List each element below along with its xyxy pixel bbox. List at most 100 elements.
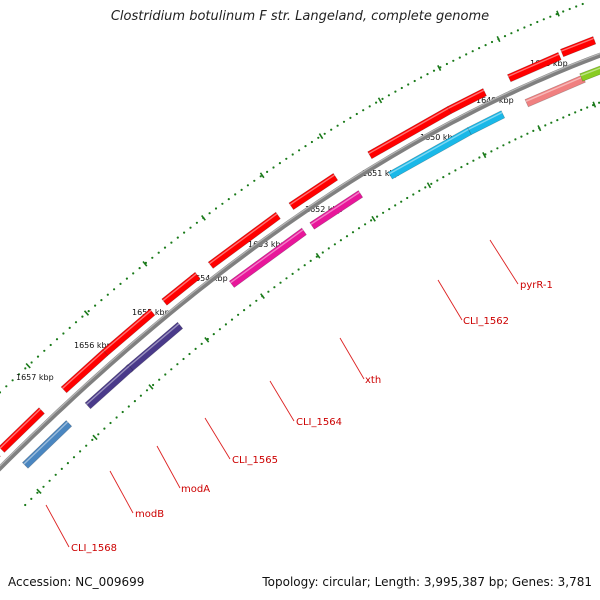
- outer-ruler-dot: [259, 175, 262, 178]
- outer-ruler-dot: [445, 62, 448, 66]
- inner-ruler-dot: [279, 281, 282, 284]
- outer-ruler-dot: [5, 385, 8, 388]
- gene-arrow: [367, 106, 452, 160]
- inner-ruler-dot: [97, 433, 100, 436]
- inner-ruler-dot: [502, 144, 505, 147]
- outer-ruler-tick: [259, 172, 265, 179]
- inner-ruler-dot: [291, 272, 294, 275]
- gene-label-CLI_1568[interactable]: CLI_1568: [71, 543, 117, 554]
- outer-ruler-dot: [471, 50, 474, 53]
- outer-ruler-dot: [452, 59, 455, 62]
- outer-ruler-tick: [377, 97, 383, 104]
- inner-ruler-dot: [127, 405, 130, 408]
- gene-label-modA[interactable]: modA: [181, 484, 210, 495]
- outer-ruler-dot: [106, 293, 109, 296]
- gene-label-pyrR-1[interactable]: pyrR-1: [520, 280, 553, 291]
- inner-ruler-dot: [327, 247, 330, 250]
- inner-ruler-dot: [466, 162, 469, 165]
- genome-backbone: [0, 52, 600, 472]
- inner-ruler-dot: [370, 219, 373, 222]
- inner-ruler-dot: [237, 313, 240, 316]
- outer-ruler-dot: [536, 20, 539, 24]
- inner-ruler-dot: [550, 121, 553, 124]
- feature-bar: [309, 190, 364, 230]
- inner-ruler-dot: [514, 138, 517, 141]
- gene-label-CLI_1565[interactable]: CLI_1565: [232, 455, 278, 466]
- inner-ruler-tick: [315, 252, 321, 259]
- inner-ruler-dot: [315, 255, 318, 258]
- outer-ruler-dot: [465, 53, 468, 56]
- outer-ruler-tick: [437, 64, 442, 72]
- inner-ruler-dot: [436, 179, 439, 182]
- inner-ruler-dot: [345, 235, 349, 238]
- inner-ruler-dot: [339, 239, 342, 242]
- inner-ruler-dot: [478, 156, 481, 159]
- leader-line: [45, 504, 70, 548]
- gene-label-modB[interactable]: modB: [135, 509, 164, 520]
- gene-arrow: [161, 271, 201, 306]
- outer-ruler-dot: [43, 349, 46, 352]
- inner-ruler-dot: [285, 277, 288, 280]
- gene-label-xth[interactable]: xth: [365, 375, 381, 386]
- outer-ruler: [0, 2, 584, 394]
- inner-ruler-dot: [36, 491, 39, 494]
- gene-arrow-highlight: [368, 107, 449, 155]
- outer-ruler-dot: [163, 246, 167, 249]
- inner-ruler-dot: [194, 347, 197, 350]
- inner-ruler: [24, 101, 600, 507]
- feature-bar: [524, 74, 586, 108]
- inner-ruler-dot: [388, 208, 391, 211]
- outer-ruler-dot: [478, 47, 481, 50]
- inner-ruler-dot: [568, 113, 571, 116]
- gene-arrow-highlight: [289, 174, 335, 206]
- inner-ruler-dot: [297, 268, 300, 271]
- gene-label-CLI_1562[interactable]: CLI_1562: [463, 316, 509, 327]
- outer-ruler-dot: [94, 304, 97, 307]
- outer-ruler-dot: [304, 145, 307, 148]
- outer-ruler-dot: [253, 179, 256, 182]
- gene-arrow-highlight: [507, 53, 560, 78]
- inner-ruler-dot: [133, 400, 136, 403]
- feature-bar-highlight: [230, 229, 304, 284]
- inner-ruler-dot: [562, 116, 565, 119]
- feature-bar: [84, 364, 134, 410]
- outer-ruler-dot: [157, 251, 160, 254]
- gene-label-CLI_1564[interactable]: CLI_1564: [296, 417, 342, 428]
- outer-ruler-dot: [381, 97, 384, 100]
- inner-ruler-dot: [103, 427, 106, 430]
- inner-ruler-tick: [371, 215, 376, 222]
- outer-ruler-tick: [25, 362, 31, 369]
- outer-ruler-dot: [208, 212, 211, 215]
- outer-ruler-dot: [214, 207, 218, 210]
- outer-ruler-dot: [355, 112, 358, 116]
- inner-ruler-tick: [482, 152, 487, 159]
- inner-ruler-dot: [243, 309, 246, 312]
- outer-ruler-dot: [30, 361, 33, 364]
- inner-ruler-dot: [145, 389, 149, 392]
- outer-ruler-dot: [375, 101, 378, 104]
- inner-ruler-tick: [426, 182, 432, 189]
- inner-ruler-tick: [148, 384, 154, 390]
- outer-ruler-dot: [132, 272, 135, 275]
- outer-ruler-dot: [49, 343, 52, 347]
- outer-ruler-tick: [556, 10, 560, 17]
- inner-ruler-dot: [406, 196, 409, 200]
- feature-bar: [579, 65, 600, 82]
- outer-ruler-dot: [368, 105, 371, 108]
- outer-ruler-dot: [100, 299, 103, 302]
- outer-ruler-dot: [400, 86, 403, 90]
- inner-ruler-dot: [309, 259, 312, 262]
- gene-features[interactable]: [0, 36, 600, 469]
- outer-ruler-dot: [432, 69, 436, 72]
- inner-ruler-dot: [249, 304, 252, 307]
- outer-ruler-dot: [183, 231, 186, 234]
- inner-ruler-dot: [182, 357, 185, 361]
- outer-ruler-tick: [318, 133, 324, 140]
- outer-ruler-tick: [142, 260, 148, 267]
- gene-arrow: [60, 349, 109, 394]
- outer-ruler-dot: [138, 267, 141, 270]
- inner-ruler-dot: [24, 503, 27, 507]
- leader-line: [489, 239, 519, 285]
- inner-ruler-dot: [460, 166, 463, 169]
- inner-ruler-dot: [48, 479, 51, 482]
